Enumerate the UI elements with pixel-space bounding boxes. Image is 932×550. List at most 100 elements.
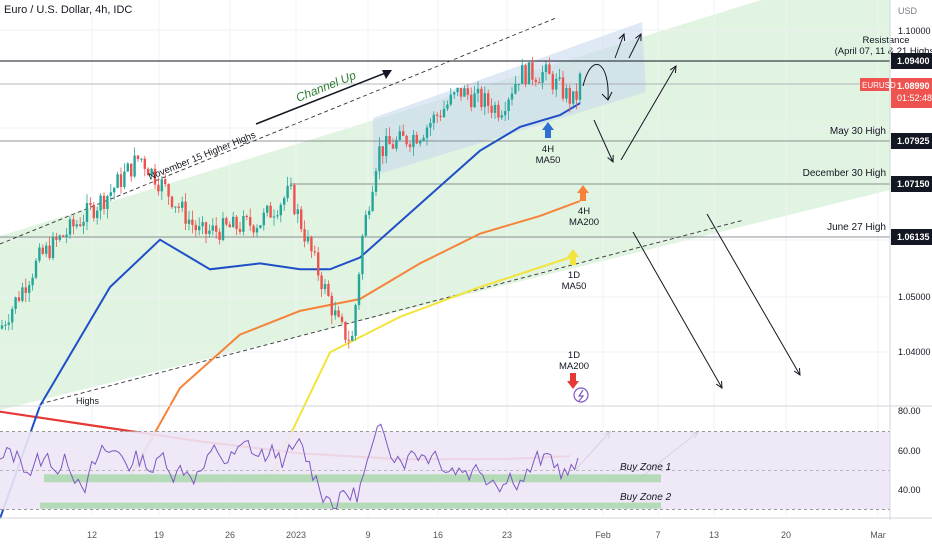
candle-body [568, 87, 571, 104]
candle [422, 134, 425, 142]
candle [89, 197, 92, 211]
candle-body [493, 104, 497, 113]
candle-body [310, 236, 313, 252]
current-price-tag-text-0: 1.08990 [897, 81, 930, 91]
candle-body [238, 228, 242, 232]
candle [521, 59, 524, 85]
candle-body [191, 219, 194, 225]
candle-body [449, 94, 452, 105]
candle-body [7, 322, 10, 325]
ma50-4h-line [0, 102, 581, 519]
candle [306, 230, 310, 245]
candle [558, 68, 561, 81]
candle-body [187, 219, 191, 224]
candle-body [286, 185, 289, 199]
candle-body [381, 146, 384, 157]
rsi-tick-80: 80.00 [898, 406, 921, 416]
candle-body [72, 219, 75, 227]
jun27-tag-text-0: 1.06135 [897, 232, 930, 242]
candle [31, 273, 34, 291]
candle [283, 195, 286, 211]
candle [531, 56, 534, 86]
candle [388, 127, 391, 145]
candle [72, 215, 75, 235]
candle [204, 221, 208, 244]
channel-arrow-head [382, 70, 392, 79]
candle [466, 84, 469, 101]
alert-icon [573, 387, 589, 403]
candle-body [123, 171, 126, 187]
candle-body [177, 206, 180, 208]
candle-body [34, 260, 38, 278]
break-arrow-1-head [618, 32, 626, 42]
candle [201, 216, 204, 235]
candle [82, 214, 85, 235]
lower-dashed-channel [39, 219, 745, 405]
candle [337, 306, 340, 318]
candle-body [514, 84, 517, 94]
candle-body [153, 168, 157, 185]
buy-zone-2-band [40, 502, 661, 509]
candle-body [521, 65, 524, 84]
buy-zone-1-label: Buy Zone 1 [620, 462, 671, 473]
candle-body [38, 247, 41, 261]
candle [538, 77, 541, 84]
candle-body [388, 136, 391, 145]
candle-body [476, 88, 480, 94]
candle [225, 216, 228, 227]
candle [327, 280, 330, 297]
candle [269, 202, 272, 218]
candle [167, 183, 170, 205]
candle-body [252, 225, 255, 233]
candle [133, 147, 136, 178]
candle-body [181, 201, 184, 208]
x-tick-10: 20 [781, 530, 791, 540]
candle [286, 176, 289, 202]
candle [45, 242, 48, 258]
candle [334, 301, 337, 320]
candle [310, 235, 313, 258]
candle [272, 209, 276, 226]
jun27-tag-bg [891, 229, 932, 245]
candle [14, 296, 17, 314]
candle-body [395, 139, 398, 149]
candle [453, 91, 456, 99]
candle [419, 139, 422, 147]
candle-body [259, 225, 262, 229]
symbol-title[interactable]: Euro / U.S. Dollar, 4h, IDC [4, 4, 133, 16]
arc-arrow-head [601, 91, 613, 101]
break-arrow-2-head [635, 32, 642, 42]
may30-tag-text-0: 1.07925 [897, 136, 930, 146]
candle-body [82, 221, 85, 226]
candle [279, 202, 282, 223]
currency-label: USD [898, 6, 918, 16]
candle [191, 210, 194, 234]
ma50-4h-label-line: MA50 [536, 155, 561, 166]
candle [344, 321, 347, 344]
candle [510, 86, 514, 106]
candle-body [208, 230, 211, 234]
candle [378, 137, 381, 180]
candle [116, 171, 119, 189]
candle-body [534, 79, 537, 83]
ma200-1d-label-line: MA200 [559, 361, 589, 372]
candle-body [147, 168, 150, 176]
candle-body [143, 158, 146, 169]
candle-body [337, 310, 340, 317]
candle-body [11, 308, 14, 323]
candle-body [412, 134, 415, 148]
candle [242, 210, 245, 236]
dec30-tag-bg [891, 176, 932, 192]
ma50-4h-label-line: 4H [542, 144, 554, 155]
y-tick-1-04: 1.04000 [898, 347, 931, 357]
candle-body [531, 62, 534, 80]
candle-body [357, 274, 361, 306]
candle-body [150, 168, 153, 176]
candle-body [21, 287, 24, 301]
x-tick-8: 7 [655, 530, 660, 540]
x-tick-6: 23 [502, 530, 512, 540]
candle [527, 62, 531, 85]
candle-body [351, 335, 354, 341]
candle [368, 206, 371, 220]
